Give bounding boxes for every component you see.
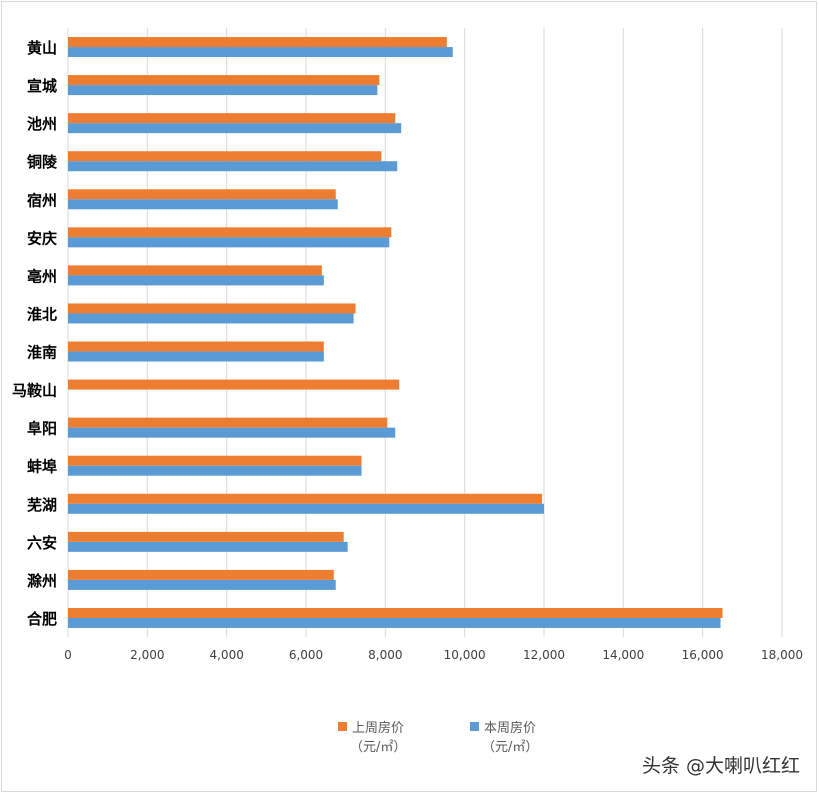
bar-last-week: [68, 113, 396, 124]
category-label: 宿州: [27, 191, 57, 209]
category-label: 淮北: [27, 305, 57, 323]
category-label: 阜阳: [27, 420, 57, 438]
bar-last-week: [68, 303, 356, 314]
bar-this-week: [68, 503, 544, 514]
category-label: 亳州: [27, 267, 57, 285]
x-tick-label: 2,000: [130, 648, 164, 662]
x-axis-ticks: 0 2,000 4,000 6,000 8,000 10,000 12,000 14,000 1…: [64, 648, 803, 662]
category-label: 蚌埠: [27, 458, 57, 476]
bar-this-week: [68, 85, 378, 96]
bar-last-week: [68, 151, 382, 162]
bar-this-week: [68, 465, 362, 476]
bar-last-week: [68, 75, 380, 86]
bar-last-week: [68, 531, 344, 542]
x-tick-label: 0: [64, 648, 72, 662]
bar-this-week: [68, 541, 348, 552]
category-label: 六安: [27, 534, 57, 552]
bar-this-week: [68, 275, 324, 286]
x-tick-label: 16,000: [682, 648, 724, 662]
legend-swatch: [470, 722, 479, 731]
bar-last-week: [68, 37, 447, 48]
bar-last-week: [68, 493, 543, 504]
category-label: 合肥: [26, 610, 57, 628]
bar-last-week: [68, 417, 388, 428]
category-label: 池州: [27, 115, 57, 133]
bar-last-week: [68, 189, 336, 200]
x-tick-label: 12,000: [523, 648, 565, 662]
bar-this-week: [68, 161, 398, 172]
legend: 上周房价 （元/㎡） 本周房价 （元/㎡）: [338, 720, 538, 755]
bar-last-week: [68, 227, 392, 238]
category-label: 滁州: [27, 572, 57, 590]
bar-last-week: [68, 455, 362, 466]
bar-this-week: [68, 427, 396, 438]
bar-this-week: [68, 579, 336, 590]
bar-this-week: [68, 313, 354, 324]
legend-swatch: [338, 722, 347, 731]
legend-unit: （元/㎡）: [482, 740, 538, 755]
category-label: 马鞍山: [12, 382, 57, 400]
bar-last-week: [68, 341, 324, 352]
bar-this-week: [68, 351, 324, 362]
x-tick-label: 18,000: [761, 648, 803, 662]
category-label: 安庆: [27, 229, 57, 247]
legend-label: 上周房价: [352, 720, 404, 736]
watermark-text: 头条 @大喇叭红红: [642, 755, 800, 777]
bar-this-week: [68, 47, 453, 58]
category-label: 铜陵: [27, 153, 58, 171]
x-tick-label: 6,000: [289, 648, 323, 662]
x-tick-label: 14,000: [602, 648, 644, 662]
bars: [68, 37, 723, 628]
category-label: 芜湖: [27, 496, 57, 514]
x-tick-label: 4,000: [209, 648, 243, 662]
legend-unit: （元/㎡）: [350, 740, 406, 755]
legend-label: 本周房价: [484, 720, 536, 736]
bar-this-week: [68, 123, 402, 134]
category-label: 黄山: [27, 39, 57, 57]
bar-this-week: [68, 237, 390, 248]
x-tick-label: 8,000: [368, 648, 402, 662]
bar-this-week: [68, 617, 721, 628]
category-label: 宣城: [27, 77, 57, 95]
x-tick-label: 10,000: [444, 648, 486, 662]
bar-last-week: [68, 265, 322, 276]
bar-this-week: [68, 199, 338, 210]
category-label: 淮南: [27, 344, 57, 362]
bar-last-week: [68, 379, 400, 390]
bar-last-week: [68, 607, 723, 618]
bar-last-week: [68, 569, 334, 580]
